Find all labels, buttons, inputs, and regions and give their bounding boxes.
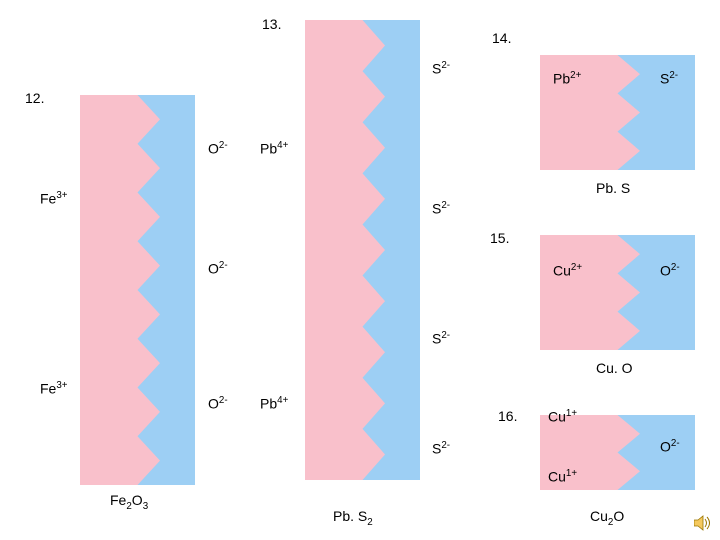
ionic-box-13 (305, 20, 420, 480)
formula-pbs: Pb. S (596, 180, 630, 196)
ion-cu1plus-1: Cu1+ (548, 408, 577, 425)
ion-s2minus-2: S2- (432, 200, 450, 217)
label-13: 13. (262, 16, 281, 32)
ion-pb4plus-2: Pb4+ (260, 395, 288, 412)
ionic-box-15 (540, 235, 695, 350)
ion-pb2plus: Pb2+ (553, 70, 581, 87)
ion-cu2plus: Cu2+ (553, 262, 582, 279)
formula-pbs2: Pb. S2 (333, 508, 373, 528)
ionic-box-12 (80, 95, 195, 485)
ion-s2minus-3: S2- (432, 330, 450, 347)
ion-pb4plus-1: Pb4+ (260, 140, 288, 157)
label-14: 14. (492, 30, 511, 46)
ion-cu1plus-2: Cu1+ (548, 468, 577, 485)
ion-fe3plus-2: Fe3+ (40, 380, 68, 397)
formula-cu2o: Cu2O (590, 508, 624, 528)
sound-icon[interactable] (694, 515, 714, 534)
ion-s2minus-1: S2- (432, 60, 450, 77)
ion-s2minus-4: S2- (432, 440, 450, 457)
ion-fe3plus-1: Fe3+ (40, 190, 68, 207)
label-16: 16. (498, 408, 517, 424)
ion-s2minus-r: S2- (660, 70, 678, 87)
ion-o2minus-r: O2- (660, 262, 680, 279)
ion-o2minus-1: O2- (208, 140, 228, 157)
label-12: 12. (25, 90, 44, 106)
ion-o2minus-3: O2- (208, 395, 228, 412)
label-15: 15. (490, 230, 509, 246)
formula-cuo: Cu. O (596, 360, 633, 376)
ion-o2minus-r2: O2- (660, 438, 680, 455)
formula-fe2o3: Fe2O3 (110, 492, 148, 512)
ion-o2minus-2: O2- (208, 260, 228, 277)
